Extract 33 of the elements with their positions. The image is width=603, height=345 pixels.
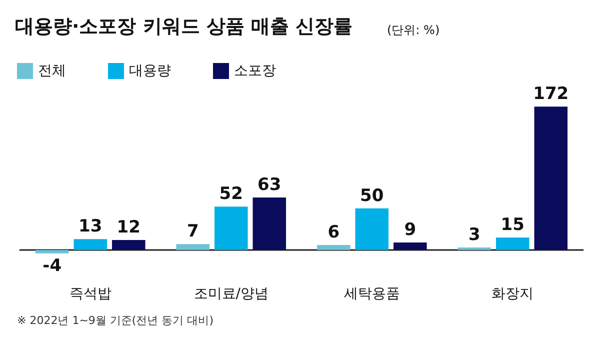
bar (355, 208, 389, 250)
data-label: 9 (404, 220, 416, 240)
data-label: 52 (219, 184, 243, 204)
data-label: 12 (116, 218, 140, 238)
data-label: 13 (78, 216, 102, 237)
data-label: 15 (500, 215, 524, 235)
bar (496, 238, 530, 250)
chart-title: 대용량·소포장 키워드 상품 매출 신장률 (15, 16, 353, 38)
bar (112, 240, 146, 250)
data-label: 7 (186, 222, 199, 242)
legend-label: 전체 (38, 63, 66, 79)
bar (214, 206, 248, 250)
bar (176, 244, 210, 250)
chart-subtitle: (단위: %) (387, 23, 440, 37)
x-tick-label: 조미료/양념 (194, 286, 268, 302)
data-label: 172 (533, 84, 569, 104)
x-tick-label: 화장지 (492, 286, 534, 302)
bar (74, 239, 108, 250)
bar (35, 250, 69, 254)
text: ※ 2022년 1~9월 기준(전년 동기 대비) (17, 314, 214, 327)
data-label: 6 (328, 222, 340, 242)
bar (394, 242, 427, 250)
x-tick-label: 즉석밥 (69, 286, 112, 302)
legend-label: 소포장 (234, 63, 276, 79)
x-tick-label: 세탁용품 (344, 286, 400, 302)
data-label: 50 (360, 186, 384, 206)
bar (316, 245, 350, 250)
bar (252, 198, 286, 250)
data-label: 3 (468, 225, 480, 245)
data-label: 63 (258, 175, 282, 195)
legend-label: 대용량 (129, 63, 171, 79)
data-label: -4 (42, 256, 62, 276)
bar (534, 106, 568, 250)
